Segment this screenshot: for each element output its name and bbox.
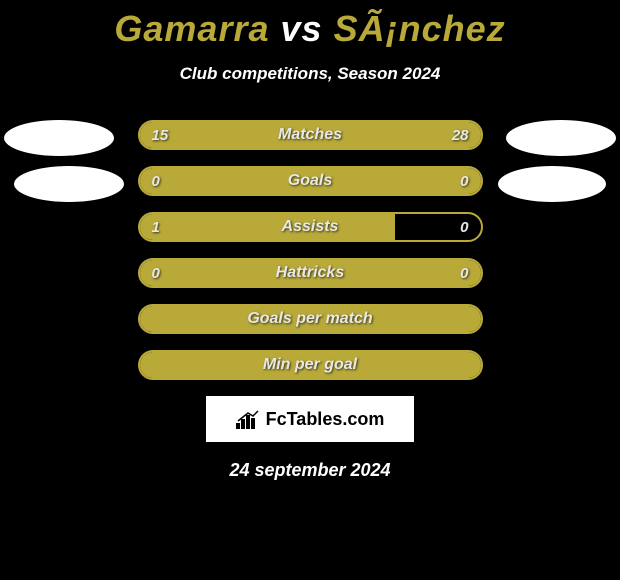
chart-icon: [236, 409, 260, 429]
bar-value-right: 28: [452, 122, 469, 148]
bar-label: Matches: [140, 122, 481, 148]
subtitle: Club competitions, Season 2024: [0, 64, 620, 84]
bar-label: Hattricks: [140, 260, 481, 286]
bar-label: Min per goal: [140, 352, 481, 378]
bars-container: Matches1528Goals00Assists10Hattricks00Go…: [138, 120, 483, 380]
bar-value-left: 15: [152, 122, 169, 148]
stat-bar: Assists1 0: [138, 212, 483, 242]
player1-name: Gamarra: [114, 8, 269, 49]
bar-label: Goals per match: [140, 306, 481, 332]
bar-value-right: 0: [460, 168, 468, 194]
stat-bar: Matches15 28: [138, 120, 483, 150]
stat-bar: Goals per match: [138, 304, 483, 334]
bar-value-left: 1: [152, 214, 160, 240]
date-text: 24 september 2024: [0, 460, 620, 481]
bar-value-right: 0: [460, 260, 468, 286]
logo-box[interactable]: FcTables.com: [206, 396, 414, 442]
stat-bar: Goals0 0: [138, 166, 483, 196]
bar-value-left: 0: [152, 168, 160, 194]
avatar-p2-bottom: [498, 166, 606, 202]
avatar-p1-top: [4, 120, 114, 156]
avatar-p1-bottom: [14, 166, 124, 202]
stats-area: Matches1528Goals00Assists10Hattricks00Go…: [0, 120, 620, 380]
avatar-p2-top: [506, 120, 616, 156]
bar-label: Assists: [140, 214, 481, 240]
bar-value-right: 0: [460, 214, 468, 240]
page-title: Gamarra vs SÃ¡nchez: [0, 0, 620, 50]
stat-bar: Min per goal: [138, 350, 483, 380]
bar-label: Goals: [140, 168, 481, 194]
stat-bar: Hattricks0 0: [138, 258, 483, 288]
logo-text: FcTables.com: [266, 409, 385, 430]
vs-text: vs: [281, 8, 323, 49]
bar-value-left: 0: [152, 260, 160, 286]
player2-name: SÃ¡nchez: [334, 8, 506, 49]
